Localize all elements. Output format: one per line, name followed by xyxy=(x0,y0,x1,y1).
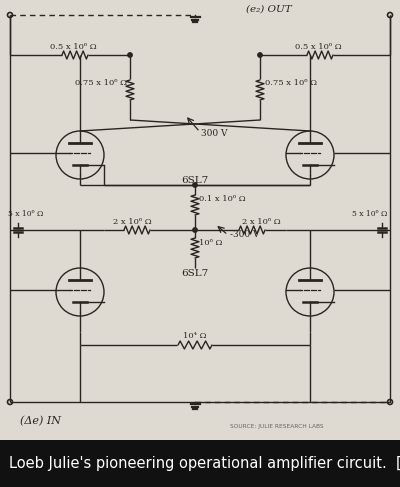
Circle shape xyxy=(258,53,262,57)
Circle shape xyxy=(193,183,197,187)
Text: SOURCE: JULIE RESEARCH LABS: SOURCE: JULIE RESEARCH LABS xyxy=(230,424,324,429)
Text: -300 V: -300 V xyxy=(230,230,260,239)
Text: 0.1 x 10⁶ Ω: 0.1 x 10⁶ Ω xyxy=(199,195,246,203)
Text: 0.75 x 10⁶ Ω: 0.75 x 10⁶ Ω xyxy=(265,79,317,87)
Text: 0.75 x 10⁶ Ω: 0.75 x 10⁶ Ω xyxy=(75,79,127,87)
Circle shape xyxy=(128,53,132,57)
Text: 10⁶ Ω: 10⁶ Ω xyxy=(199,239,222,247)
Text: 2 x 10⁶ Ω: 2 x 10⁶ Ω xyxy=(113,218,152,226)
Text: 5 x 10⁶ Ω: 5 x 10⁶ Ω xyxy=(352,210,387,218)
Text: 6SL7: 6SL7 xyxy=(181,269,208,278)
Text: 0.5 x 10⁶ Ω: 0.5 x 10⁶ Ω xyxy=(50,43,97,51)
Text: 5 x 10⁶ Ω: 5 x 10⁶ Ω xyxy=(8,210,43,218)
Text: 6SL7: 6SL7 xyxy=(181,176,208,185)
Text: 0.5 x 10⁶ Ω: 0.5 x 10⁶ Ω xyxy=(295,43,342,51)
Text: 2 x 10⁶ Ω: 2 x 10⁶ Ω xyxy=(242,218,281,226)
Text: (Δe) IN: (Δe) IN xyxy=(20,416,61,426)
Text: 300 V: 300 V xyxy=(201,129,228,138)
Circle shape xyxy=(193,228,197,232)
Text: (e₂) OUT: (e₂) OUT xyxy=(246,5,292,14)
Text: 10⁴ Ω: 10⁴ Ω xyxy=(183,332,206,340)
Text: Loeb Julie's pioneering operational amplifier circuit.  [1]: Loeb Julie's pioneering operational ampl… xyxy=(9,456,400,471)
